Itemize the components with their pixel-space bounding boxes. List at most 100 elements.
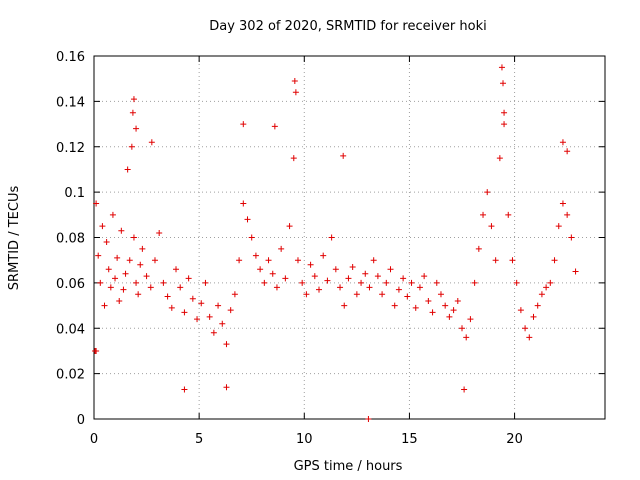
data-point xyxy=(564,148,571,155)
data-points xyxy=(92,64,579,422)
y-tick-label: 0.08 xyxy=(56,232,85,247)
data-point xyxy=(189,295,196,302)
data-point xyxy=(522,325,529,332)
data-point xyxy=(387,266,394,273)
data-point xyxy=(177,284,184,291)
data-point xyxy=(353,291,360,298)
data-point xyxy=(446,313,453,320)
data-point xyxy=(95,252,102,259)
data-point xyxy=(261,279,268,286)
data-point xyxy=(128,143,135,150)
data-point xyxy=(290,155,297,162)
data-point xyxy=(223,384,230,391)
data-point xyxy=(130,96,137,103)
data-point xyxy=(244,216,251,223)
data-point xyxy=(500,80,507,87)
data-point xyxy=(543,284,550,291)
data-point xyxy=(412,304,419,311)
data-point xyxy=(231,291,238,298)
data-point xyxy=(332,266,339,273)
data-point xyxy=(534,302,541,309)
data-point xyxy=(400,275,407,282)
data-point xyxy=(362,270,369,277)
data-point xyxy=(358,279,365,286)
data-point xyxy=(129,109,136,116)
data-point xyxy=(278,245,285,252)
data-point xyxy=(135,291,142,298)
data-point xyxy=(164,293,171,300)
data-point xyxy=(505,211,512,218)
data-point xyxy=(181,309,188,316)
data-point xyxy=(139,245,146,252)
data-point xyxy=(501,121,508,128)
y-tick-label: 0.16 xyxy=(56,50,85,65)
data-point xyxy=(282,275,289,282)
data-point xyxy=(555,223,562,230)
data-point xyxy=(517,307,524,314)
data-point xyxy=(114,254,121,261)
data-point xyxy=(404,293,411,300)
y-tick-label: 0.12 xyxy=(56,141,85,156)
data-point xyxy=(429,309,436,316)
data-point xyxy=(498,64,505,71)
data-point xyxy=(223,341,230,348)
data-point xyxy=(236,257,243,264)
y-tick-label: 0.14 xyxy=(56,95,85,110)
data-point xyxy=(341,302,348,309)
data-point xyxy=(559,200,566,207)
data-point xyxy=(109,211,116,218)
data-point xyxy=(433,279,440,286)
data-point xyxy=(365,416,372,422)
data-point xyxy=(391,302,398,309)
data-point xyxy=(147,284,154,291)
data-point xyxy=(463,334,470,341)
data-point xyxy=(459,325,466,332)
data-point xyxy=(198,300,205,307)
data-point xyxy=(484,189,491,196)
data-point xyxy=(120,286,127,293)
data-point xyxy=(471,279,478,286)
data-point xyxy=(316,286,323,293)
data-point xyxy=(480,211,487,218)
data-point xyxy=(547,279,554,286)
data-point xyxy=(551,257,558,264)
y-tick-label: 0.06 xyxy=(56,277,85,292)
data-point xyxy=(173,266,180,273)
data-point xyxy=(122,270,129,277)
data-point xyxy=(340,152,347,159)
data-point xyxy=(437,291,444,298)
data-point xyxy=(442,302,449,309)
data-point xyxy=(112,275,119,282)
data-point xyxy=(366,284,373,291)
data-point xyxy=(379,291,386,298)
data-point xyxy=(130,234,137,241)
data-point xyxy=(151,257,158,264)
data-point xyxy=(105,266,112,273)
data-point xyxy=(103,239,110,246)
data-point xyxy=(328,234,335,241)
data-point xyxy=(450,307,457,314)
data-point xyxy=(93,347,100,354)
data-point xyxy=(206,313,213,320)
data-point xyxy=(269,270,276,277)
grid-lines xyxy=(94,56,605,419)
data-point xyxy=(559,139,566,146)
data-point xyxy=(286,223,293,230)
data-point xyxy=(538,291,545,298)
data-point xyxy=(513,279,520,286)
x-tick-label: 0 xyxy=(90,432,98,447)
y-tick-label: 0.02 xyxy=(56,368,85,383)
chart-title: Day 302 of 2020, SRMTID for receiver hok… xyxy=(209,19,487,34)
data-point xyxy=(240,121,247,128)
data-point xyxy=(93,200,100,207)
data-point xyxy=(349,263,356,270)
axis-ticks: 0 0.02 0.04 0.06 0.08 0.1 0.12 0.14 0.16 0 5 10 15 20 xyxy=(56,50,605,447)
data-point xyxy=(156,229,163,236)
data-point xyxy=(126,257,133,264)
data-point xyxy=(240,200,247,207)
data-point xyxy=(337,284,344,291)
data-point xyxy=(227,307,234,314)
data-point xyxy=(215,302,222,309)
data-point xyxy=(107,284,114,291)
data-point xyxy=(421,273,428,280)
